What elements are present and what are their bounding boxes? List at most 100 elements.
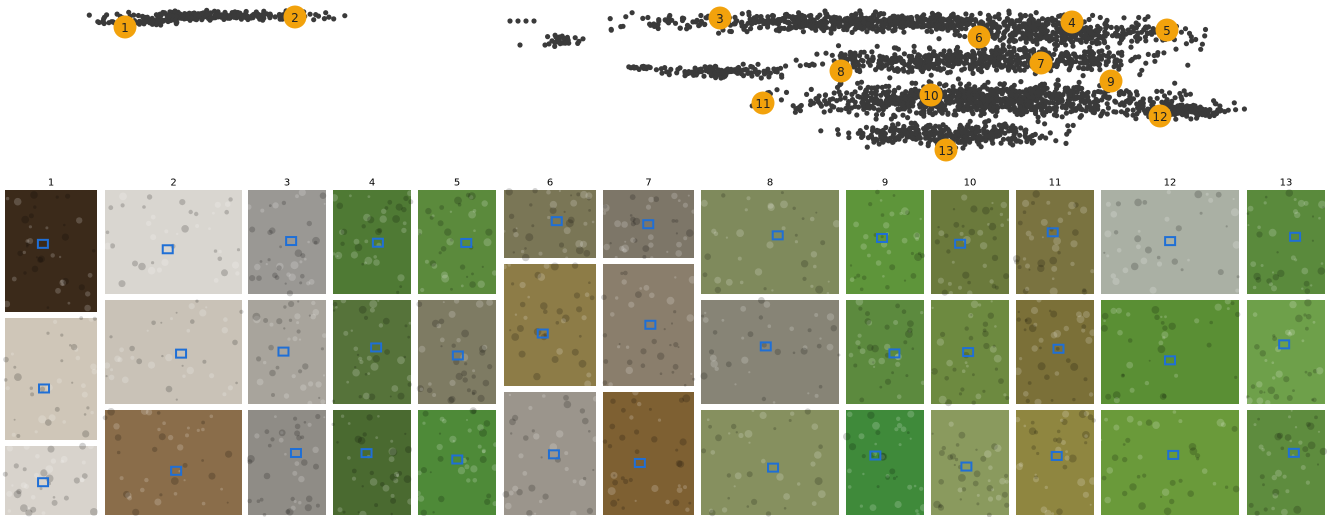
photo-texture xyxy=(419,346,426,353)
point xyxy=(1184,41,1189,46)
photo-texture xyxy=(556,348,563,355)
point xyxy=(939,26,944,31)
photo-texture xyxy=(140,488,145,493)
point xyxy=(1048,130,1053,135)
photo-texture xyxy=(859,398,864,403)
photo-texture xyxy=(407,190,413,196)
photo-texture xyxy=(741,357,748,364)
point xyxy=(322,16,327,21)
point xyxy=(892,88,897,93)
photo-texture xyxy=(946,249,950,253)
photo-texture xyxy=(905,330,913,338)
photo-texture xyxy=(461,285,464,288)
point xyxy=(902,129,907,134)
point xyxy=(1128,45,1133,50)
photo-texture xyxy=(415,491,421,497)
photo-texture xyxy=(183,463,188,468)
photo-texture xyxy=(1234,376,1237,379)
photo-texture xyxy=(297,300,299,302)
point xyxy=(326,15,331,20)
photo-texture xyxy=(980,456,986,462)
photo-texture xyxy=(1176,225,1182,231)
point xyxy=(891,28,896,33)
photo-texture xyxy=(336,441,339,444)
photo-texture xyxy=(513,232,518,237)
photo-texture xyxy=(114,356,121,363)
point xyxy=(656,26,661,31)
photo-texture xyxy=(858,307,862,311)
photo-texture xyxy=(17,251,23,257)
photo-texture xyxy=(176,399,178,401)
photo-texture xyxy=(831,325,837,331)
photo-texture xyxy=(295,249,303,257)
photo-texture xyxy=(1051,512,1054,515)
photo-texture xyxy=(991,300,993,302)
photo-texture xyxy=(390,474,397,481)
point xyxy=(1007,44,1012,49)
photo-texture xyxy=(648,242,653,247)
point xyxy=(1070,108,1075,113)
photo-texture xyxy=(570,194,572,196)
photo-texture xyxy=(1089,392,1093,396)
photo-texture xyxy=(828,281,830,283)
photo-texture xyxy=(121,203,125,207)
photo-texture xyxy=(814,313,818,317)
photo-texture xyxy=(30,392,34,396)
point xyxy=(1070,44,1075,49)
photo-texture xyxy=(700,372,707,379)
photo-texture xyxy=(853,222,859,228)
photo-texture xyxy=(768,324,772,328)
photo-texture xyxy=(760,412,767,419)
photo-texture xyxy=(736,229,744,237)
column-label: 12 xyxy=(1164,178,1177,189)
photo-texture xyxy=(120,476,124,480)
point xyxy=(854,112,859,117)
point xyxy=(1018,12,1023,17)
photo-texture xyxy=(582,418,589,425)
photo-texture xyxy=(8,509,11,512)
photo-texture xyxy=(907,431,910,434)
photo-texture xyxy=(358,511,360,513)
photo-texture xyxy=(1000,223,1004,227)
point xyxy=(1097,67,1102,72)
photo-texture xyxy=(1111,211,1118,218)
photo-texture xyxy=(678,484,681,487)
photo-texture xyxy=(1157,256,1161,260)
photo-texture xyxy=(708,425,712,429)
photo-texture xyxy=(279,438,284,443)
photo-texture xyxy=(151,215,156,220)
photo-texture xyxy=(1085,337,1092,344)
photo-texture xyxy=(748,331,754,337)
point xyxy=(967,21,972,26)
photo-texture xyxy=(960,232,964,236)
photo-texture xyxy=(1049,257,1057,265)
photo-texture xyxy=(1070,363,1078,371)
point xyxy=(956,76,961,81)
photo-texture xyxy=(189,303,195,309)
point xyxy=(869,49,874,54)
photo-texture xyxy=(466,276,468,278)
point xyxy=(997,81,1002,86)
point xyxy=(919,111,924,116)
photo-texture xyxy=(20,504,28,512)
photo-texture xyxy=(810,285,813,288)
photo-texture xyxy=(542,394,546,398)
point xyxy=(87,13,92,18)
photo-texture xyxy=(561,318,566,323)
photo-texture xyxy=(374,503,378,507)
photo-texture xyxy=(524,247,527,250)
photo-texture xyxy=(450,288,453,291)
photo-texture xyxy=(285,509,290,514)
point xyxy=(962,66,967,71)
point xyxy=(844,22,849,27)
point xyxy=(739,20,744,25)
point xyxy=(961,18,966,23)
point xyxy=(1008,33,1013,38)
photo-texture xyxy=(939,396,947,404)
photo-texture xyxy=(603,211,607,215)
point xyxy=(1107,50,1112,55)
photo-texture xyxy=(359,360,363,364)
photo-texture xyxy=(740,281,744,285)
photo-texture xyxy=(260,260,263,263)
photo-texture xyxy=(635,449,640,454)
